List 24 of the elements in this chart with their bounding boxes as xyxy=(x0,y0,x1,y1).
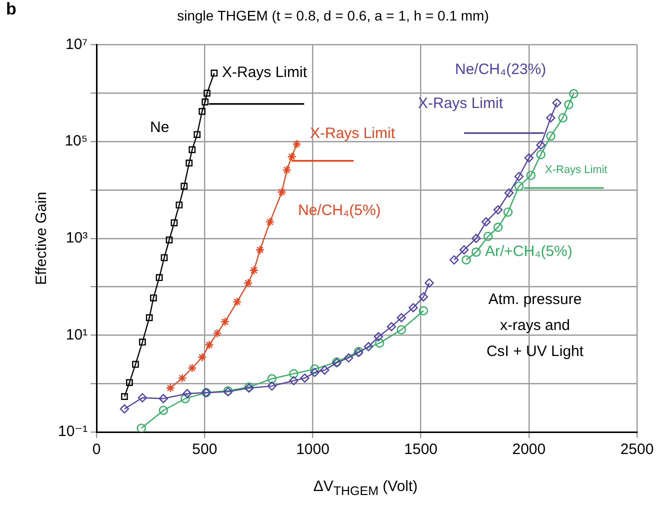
y-tick-label: 10⁻¹ xyxy=(58,423,88,440)
annotation: X-Rays Limit xyxy=(310,125,396,142)
x-tick-label: 500 xyxy=(192,441,218,458)
annotation: Atm. pressure x-rays and CsI + UV Light xyxy=(486,291,584,360)
y-tick-label: 10⁵ xyxy=(64,132,88,150)
annotation: X-Rays Limit xyxy=(545,164,608,176)
x-tick-label: 0 xyxy=(92,441,101,458)
x-tick-label: 2500 xyxy=(620,441,654,458)
x-axis-title: ΔV$_{THGEM}$ (Volt) xyxy=(312,478,419,498)
text: b xyxy=(6,0,16,19)
y-tick-label: 10⁷ xyxy=(65,36,88,53)
x-tick-label: 1500 xyxy=(404,441,438,458)
x-tick-label: 2000 xyxy=(512,441,546,458)
series-label: Ar/+CH₄(5%) xyxy=(485,243,572,260)
y-tick-label: 10¹ xyxy=(66,326,88,344)
y-axis-title: Effective Gain xyxy=(33,192,50,285)
y-tick-label: 10³ xyxy=(66,230,88,247)
chart-title: single THGEM (t = 0.8, d = 0.6, a = 1, h = 0.1 mm) xyxy=(177,7,489,24)
x-tick-label: 1000 xyxy=(296,441,330,458)
annotation: X-Rays Limit xyxy=(418,95,504,112)
series-label: Ne xyxy=(150,119,170,136)
series-label: Ne/CH₄(5%) xyxy=(298,202,381,220)
series-label: Ne/CH₄(23%) xyxy=(455,61,546,78)
annotation: X-Rays Limit xyxy=(222,64,308,82)
